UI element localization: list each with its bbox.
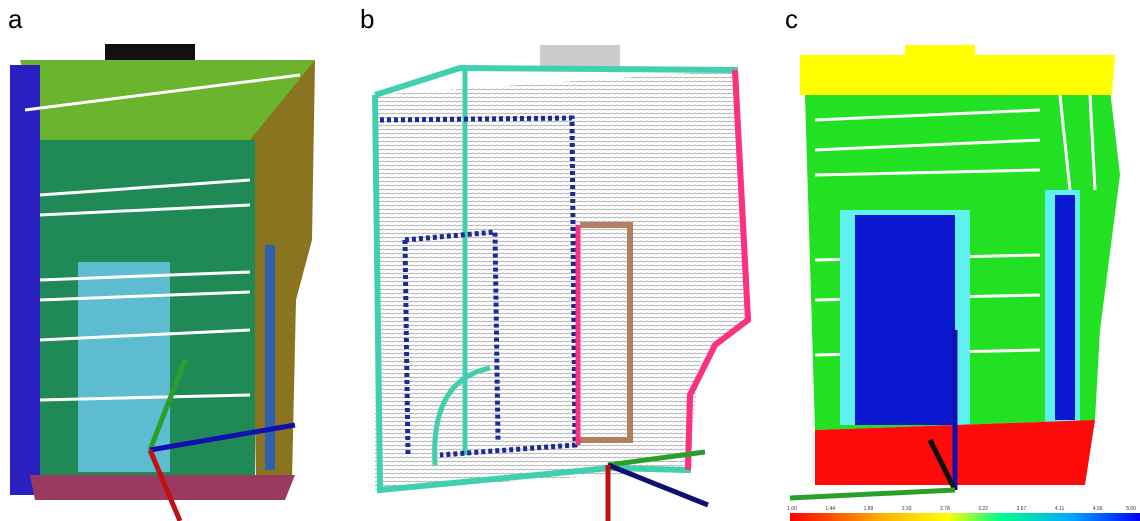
colorbar-tick-label: 2.33 — [902, 506, 912, 512]
colorbar-tick-label: 1.89 — [864, 506, 874, 512]
colorbar-tick-label: 1.00 — [787, 506, 797, 512]
panel-c: c 1.00 1.44 1.89 2.33 2.78 3.22 3.67 4.11 4.56 5.… — [785, 4, 1140, 521]
colorbar-tick-label: 4.11 — [1055, 506, 1065, 512]
colorbar-tick-label: 5.00 — [1126, 506, 1136, 512]
colorbar-tick-label: 3.22 — [978, 506, 988, 512]
panel-b: b — [360, 4, 748, 521]
colorbar-tick-label: 3.67 — [1016, 506, 1026, 512]
colorbar — [790, 513, 1140, 521]
figure: a b — [0, 0, 1140, 521]
panel-label: a — [8, 4, 23, 34]
panel-label: b — [360, 4, 374, 34]
colorbar-tick-label: 4.56 — [1093, 506, 1103, 512]
panel-a: a — [8, 4, 315, 521]
colorbar-tick-label: 2.78 — [940, 506, 950, 512]
panel-label: c — [785, 4, 798, 34]
colorbar-tick-label: 1.44 — [825, 506, 835, 512]
